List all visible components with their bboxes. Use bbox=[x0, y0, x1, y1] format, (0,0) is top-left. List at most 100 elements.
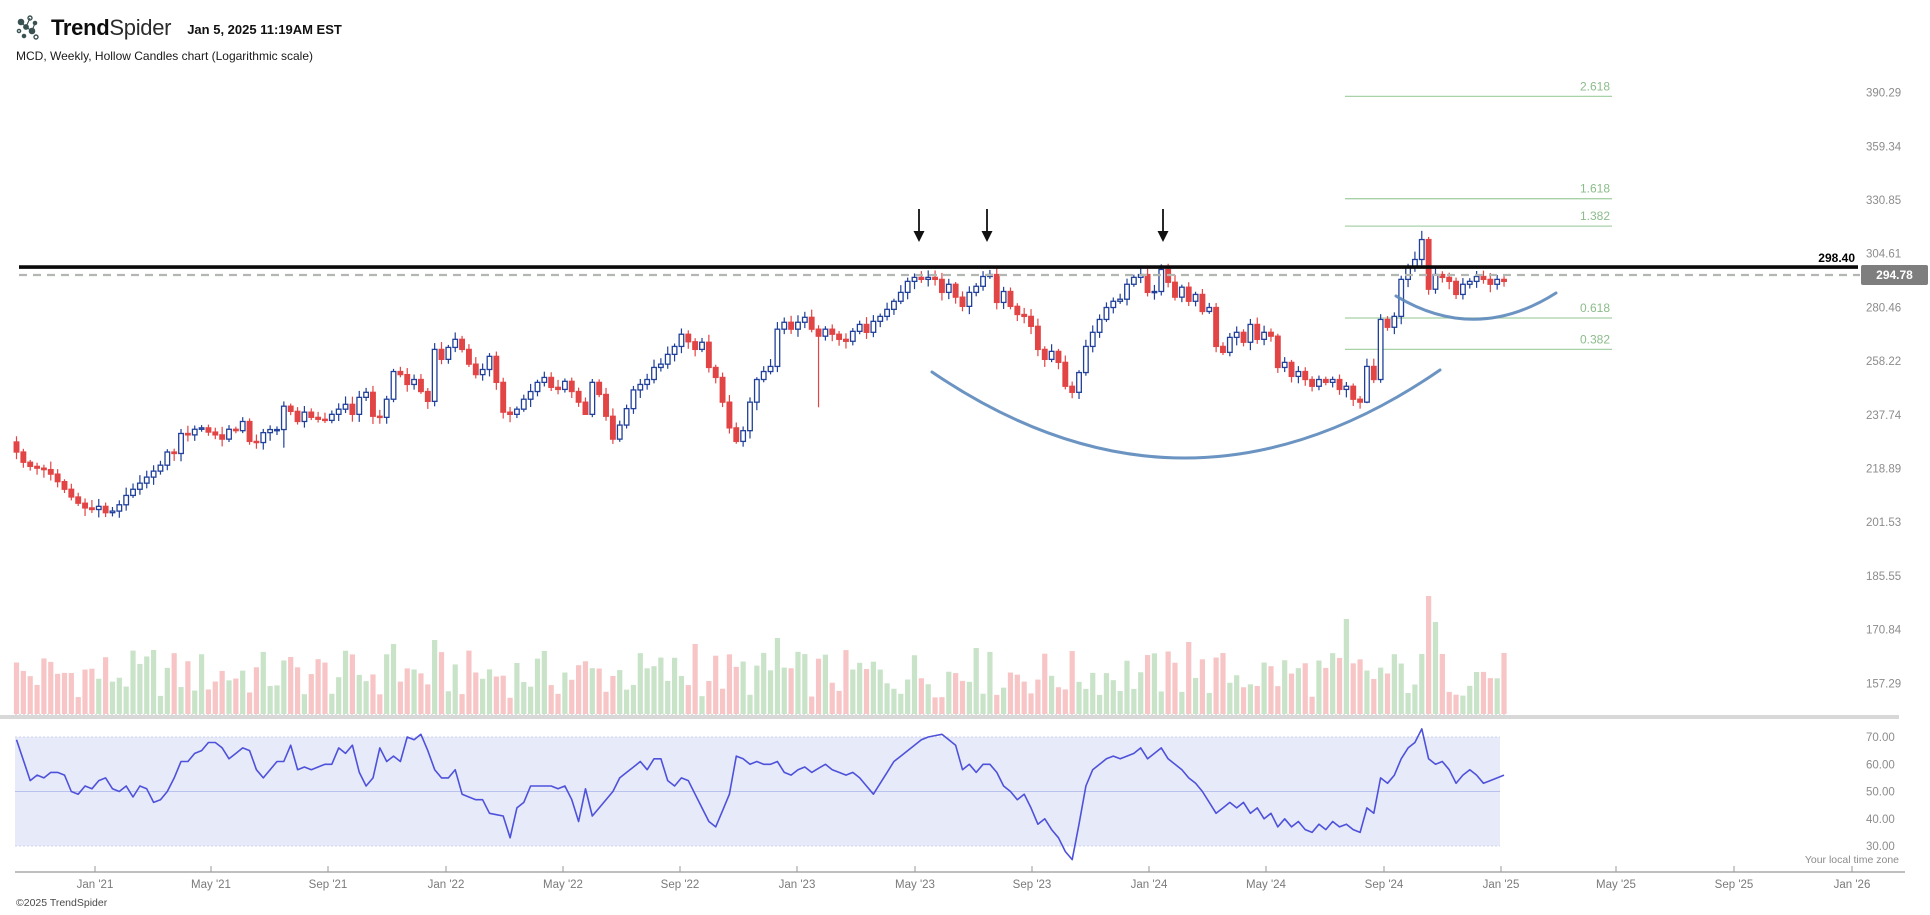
candle-body bbox=[980, 275, 987, 287]
volume-bar bbox=[781, 667, 787, 714]
x-axis-label[interactable]: Jan '26 bbox=[1834, 879, 1871, 891]
rsi-axis-label: 50.00 bbox=[1866, 787, 1895, 799]
x-axis-label[interactable]: May '23 bbox=[895, 879, 935, 891]
volume-bar bbox=[582, 661, 589, 714]
candle-body bbox=[61, 480, 68, 490]
candle-body bbox=[116, 504, 123, 512]
price-axis-label: 157.29 bbox=[1866, 678, 1901, 690]
candle-body bbox=[877, 315, 884, 322]
x-axis-label[interactable]: Jan '23 bbox=[779, 879, 816, 891]
volume-bar bbox=[164, 667, 170, 714]
volume-bar bbox=[404, 668, 410, 714]
logo-link bbox=[20, 21, 27, 28]
volume-bar bbox=[459, 694, 465, 714]
large-cup-arc bbox=[930, 368, 1442, 460]
candle-body bbox=[897, 291, 904, 302]
volume-bar bbox=[1330, 653, 1336, 714]
volume-bar bbox=[1494, 678, 1500, 714]
brand-light: Spider bbox=[109, 14, 172, 40]
volume-bar bbox=[815, 658, 822, 714]
price-axis-label: 359.34 bbox=[1866, 141, 1902, 153]
volume-bar bbox=[109, 681, 116, 714]
x-axis-label[interactable]: May '25 bbox=[1596, 879, 1636, 891]
volume-bar bbox=[1165, 651, 1171, 714]
x-axis-label[interactable]: Sep '24 bbox=[1365, 879, 1404, 891]
candle-body bbox=[1494, 278, 1501, 285]
candle-body bbox=[801, 316, 808, 323]
brand-wordmark[interactable]: TrendSpider bbox=[51, 14, 172, 41]
candle-body bbox=[589, 381, 596, 415]
volume-bar bbox=[1350, 663, 1356, 714]
candle-body bbox=[616, 424, 623, 440]
candle-body bbox=[1076, 371, 1082, 393]
candle-body bbox=[1110, 300, 1117, 309]
candle-body bbox=[664, 353, 671, 365]
x-axis-label[interactable]: Jan '21 bbox=[77, 879, 114, 891]
candle-body bbox=[1268, 331, 1274, 337]
volume-bar bbox=[905, 679, 911, 714]
x-axis-label[interactable]: Jan '24 bbox=[1131, 879, 1168, 891]
x-axis-label[interactable]: May '21 bbox=[191, 879, 231, 891]
price-axis-label: 201.53 bbox=[1866, 517, 1901, 529]
candle-body bbox=[541, 376, 548, 384]
candle-body bbox=[219, 434, 226, 440]
rsi-axis-label: 70.00 bbox=[1866, 732, 1895, 744]
candle-body bbox=[1309, 378, 1316, 387]
candle-body bbox=[712, 366, 719, 379]
candle-body bbox=[1055, 350, 1062, 364]
candle-body bbox=[438, 348, 445, 361]
x-axis-label[interactable]: Jan '25 bbox=[1483, 879, 1520, 891]
rsi-axis-label: 60.00 bbox=[1866, 759, 1895, 771]
candle-body bbox=[932, 276, 939, 281]
fib-level-label: 2.618 bbox=[1580, 79, 1610, 93]
candle-body bbox=[513, 408, 520, 415]
logo-link bbox=[31, 22, 36, 32]
candle-body bbox=[555, 386, 561, 391]
candle-body bbox=[740, 430, 747, 443]
volume-bar bbox=[55, 673, 61, 714]
candle-body bbox=[1480, 275, 1487, 281]
candle-body bbox=[164, 451, 171, 466]
volume-bar bbox=[1501, 652, 1507, 714]
x-axis-label[interactable]: Sep '22 bbox=[661, 879, 700, 891]
volume-bar bbox=[219, 670, 225, 714]
volume-bar bbox=[1007, 672, 1014, 714]
candle-body bbox=[637, 383, 644, 391]
volume-bar bbox=[480, 678, 486, 714]
volume-bar bbox=[1391, 654, 1397, 714]
candle-body bbox=[1384, 318, 1391, 328]
volume-bar bbox=[226, 680, 232, 714]
x-axis-label[interactable]: Sep '23 bbox=[1013, 879, 1052, 891]
volume-bar bbox=[116, 677, 122, 714]
volume-bar bbox=[788, 668, 794, 714]
candle-body bbox=[596, 381, 603, 396]
trendspider-logo-icon[interactable] bbox=[16, 14, 43, 41]
timezone-note[interactable]: Your local time zone bbox=[1804, 854, 1899, 866]
x-axis-label[interactable]: May '24 bbox=[1246, 879, 1287, 891]
volume-bar bbox=[253, 667, 260, 714]
volume-bar bbox=[425, 684, 431, 714]
volume-bar bbox=[1096, 694, 1103, 714]
x-axis-label[interactable]: Sep '25 bbox=[1715, 879, 1754, 891]
volume-bar bbox=[1412, 684, 1418, 714]
x-axis-label[interactable]: Jan '22 bbox=[428, 879, 465, 891]
candle-body bbox=[1062, 361, 1069, 387]
price-axis-label: 237.74 bbox=[1866, 410, 1902, 422]
volume-bar bbox=[1343, 619, 1349, 714]
candle-body bbox=[1418, 238, 1425, 261]
down-arrow-head bbox=[913, 231, 925, 242]
candle-body bbox=[1281, 361, 1288, 369]
volume-bar bbox=[1384, 673, 1391, 714]
volume-bar bbox=[514, 663, 520, 714]
x-axis-label[interactable]: Sep '21 bbox=[309, 879, 348, 891]
volume-bar bbox=[82, 669, 88, 714]
volume-bar bbox=[911, 655, 918, 714]
volume-bar bbox=[288, 657, 294, 714]
candle-body bbox=[54, 473, 61, 483]
candle-body bbox=[109, 510, 116, 514]
volume-bar bbox=[1199, 659, 1206, 714]
candle-body bbox=[1274, 335, 1281, 369]
x-axis-label[interactable]: May '22 bbox=[543, 879, 583, 891]
